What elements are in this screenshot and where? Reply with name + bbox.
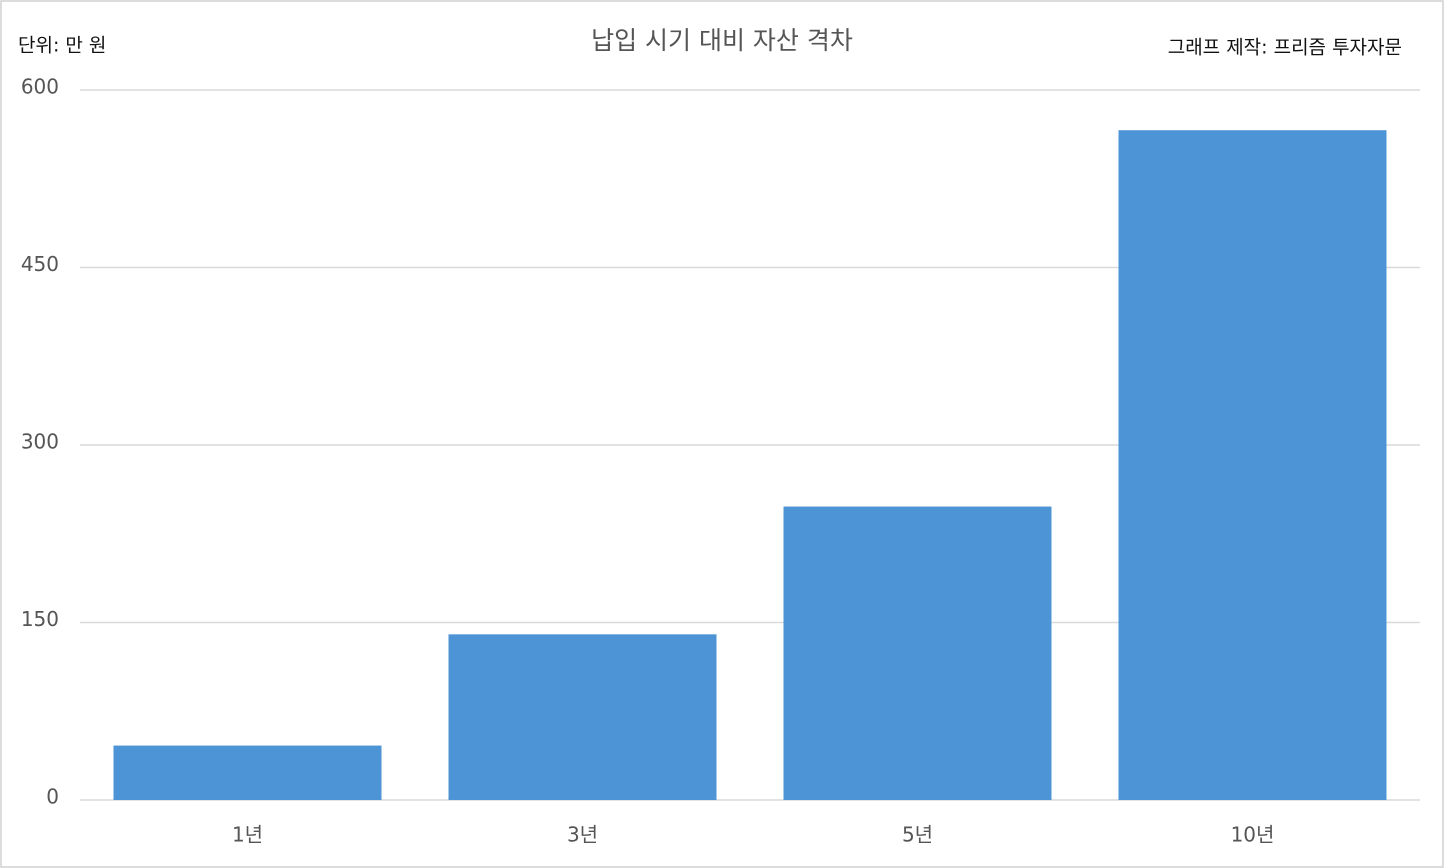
credit: 그래프 제작: 프리즘 투자자문: [1168, 37, 1402, 59]
bar: [113, 745, 382, 800]
y-tick-label: 600: [21, 75, 59, 99]
y-tick-label: 0: [46, 785, 59, 809]
x-tick-label: 1년: [232, 823, 263, 847]
y-tick-label: 150: [21, 607, 59, 631]
chart-title: 납입 시기 대비 자산 격차: [591, 26, 853, 55]
bar: [783, 506, 1052, 800]
unit-label: 단위: 만 원: [18, 35, 106, 57]
x-tick-label: 10년: [1231, 823, 1275, 847]
y-tick-label: 450: [21, 252, 59, 276]
y-tick-label: 300: [21, 430, 59, 454]
x-tick-label: 3년: [567, 823, 598, 847]
bar: [1118, 130, 1387, 800]
bar: [448, 634, 717, 800]
x-tick-label: 5년: [902, 823, 933, 847]
